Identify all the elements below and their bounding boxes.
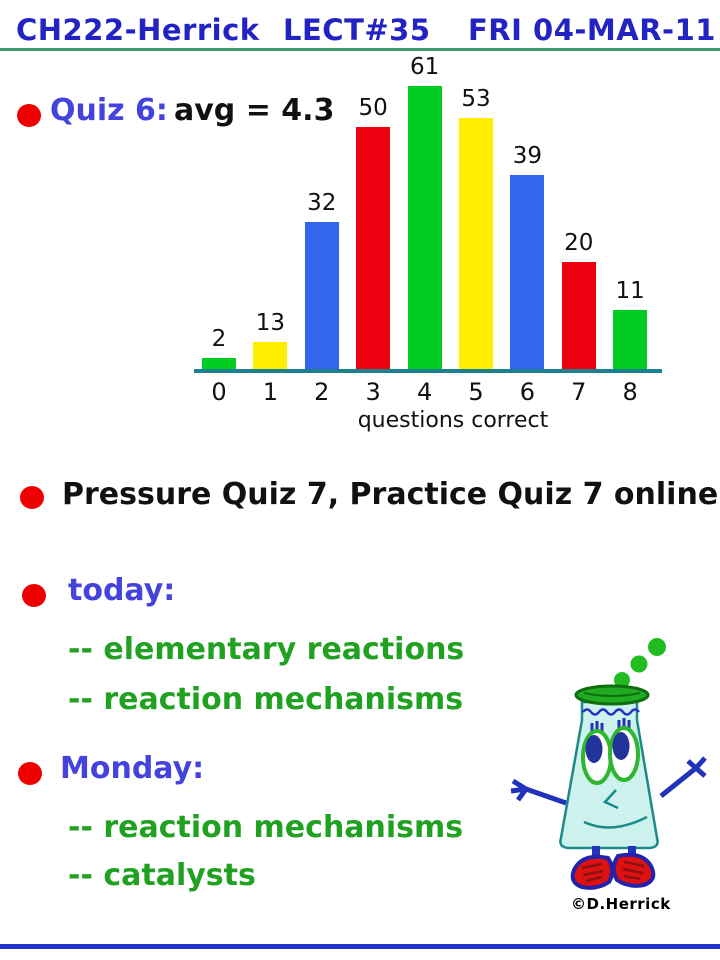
bullet-icon [18, 762, 42, 785]
histogram-bar [253, 342, 288, 369]
histogram-bar [202, 358, 236, 369]
header-date: FRI 04-MAR-11 [468, 13, 716, 47]
histogram-bar [459, 118, 493, 369]
nose [602, 789, 619, 810]
histogram-bar [561, 262, 596, 369]
bubble-icon [630, 655, 648, 673]
smile [583, 815, 648, 829]
histogram-bar [510, 175, 545, 369]
histogram-bar [407, 86, 442, 369]
water-line [582, 708, 640, 716]
arms [510, 756, 707, 806]
bar-value-label: 50 [358, 95, 388, 121]
histogram-bar [304, 222, 339, 369]
quiz-label: Quiz 6: [50, 93, 168, 128]
histogram-bar [356, 127, 391, 369]
today-item: -- elementary reactions [68, 632, 465, 667]
x-tick-label: 0 [211, 378, 227, 406]
bullet-icon [22, 584, 46, 607]
x-axis-line [194, 369, 662, 373]
bar-value-label: 32 [307, 190, 337, 216]
quiz-average: avg = 4.3 [174, 93, 335, 128]
monday-label: Monday: [60, 751, 205, 786]
x-tick-label: 2 [314, 378, 330, 406]
bullet-icon [20, 486, 44, 509]
bar-value-label: 39 [512, 143, 543, 169]
bar-value-label: 13 [255, 310, 286, 336]
x-tick-label: 7 [571, 378, 587, 406]
x-tick-label: 3 [365, 378, 381, 406]
pupil [612, 732, 630, 760]
shoes [570, 852, 656, 890]
x-axis-title: questions correct [357, 408, 549, 433]
bar-value-label: 11 [615, 278, 645, 304]
monday-item: -- catalysts [68, 858, 256, 893]
x-tick-label: 8 [622, 378, 638, 406]
pupil [585, 735, 603, 763]
today-item: -- reaction mechanisms [68, 682, 464, 717]
bubble-icon [648, 638, 666, 656]
header-lecture: LECT#35 [283, 13, 431, 47]
bar-value-label: 61 [409, 54, 440, 80]
x-tick-label: 1 [262, 378, 279, 406]
x-tick-label: 4 [416, 378, 433, 406]
flask-mascot-illustration [510, 638, 707, 890]
x-tick-label: 6 [519, 378, 536, 406]
credit-text: ©D.Herrick [571, 895, 671, 913]
bullet-icon [17, 104, 41, 127]
bubble-icon [614, 672, 630, 688]
header-course: CH222-Herrick [16, 13, 260, 47]
announcement-text: Pressure Quiz 7, Practice Quiz 7 online [62, 477, 719, 512]
histogram-bar [613, 310, 648, 369]
bar-value-label: 53 [461, 86, 491, 112]
bar-value-label: 2 [211, 326, 227, 352]
monday-item: -- reaction mechanisms [68, 810, 464, 845]
bar-value-label: 20 [564, 230, 594, 256]
top-rule [0, 48, 720, 51]
today-label: today: [68, 573, 176, 608]
bottom-rule [0, 944, 720, 949]
x-tick-label: 5 [468, 378, 484, 406]
